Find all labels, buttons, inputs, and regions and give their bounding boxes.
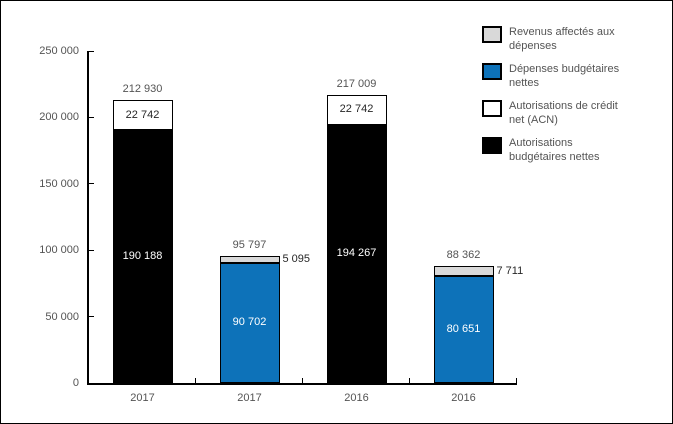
- y-axis-tick-label: 50 000: [45, 310, 79, 323]
- legend-swatch: [482, 63, 502, 80]
- y-axis-tick-label: 150 000: [39, 177, 79, 190]
- y-axis-tick: [89, 116, 94, 118]
- legend-label: Revenus affectés aux dépenses: [509, 26, 615, 52]
- bar-segment-label: 90 702: [232, 316, 267, 329]
- bar-segment: 22 742: [326, 94, 387, 125]
- legend-label: Autorisations budgétaires nettes: [509, 137, 600, 163]
- x-axis-tick: [302, 378, 303, 383]
- bar-segment: 190 188: [112, 130, 173, 383]
- legend-label: Autorisations de crédit net (ACN): [509, 100, 618, 126]
- y-axis-tick-label: 100 000: [39, 244, 79, 257]
- bar-segment-label: 190 188: [122, 250, 163, 263]
- bar-segment: 80 651: [433, 275, 494, 383]
- bar-segment: 22 742: [112, 100, 173, 131]
- bar-segment-label: 80 651: [446, 322, 481, 335]
- bar-segment: [433, 265, 494, 276]
- x-category-label: 2016: [344, 392, 369, 404]
- x-axis-tick: [516, 378, 517, 383]
- bar-total-label: 217 009: [336, 77, 377, 90]
- y-axis-tick: [89, 50, 94, 52]
- x-axis-tick: [409, 378, 410, 383]
- y-axis-tick-label: 200 000: [39, 111, 79, 124]
- legend-swatch: [482, 26, 502, 43]
- legend-label: Dépenses budgétaires nettes: [509, 63, 620, 89]
- bar-segment: [219, 255, 280, 263]
- x-axis-line: [87, 383, 517, 385]
- bar-total-label: 88 362: [446, 248, 481, 261]
- legend-swatch: [482, 100, 502, 117]
- y-axis-tick: [89, 249, 94, 251]
- y-axis-tick: [89, 183, 94, 185]
- y-axis-tick-label: 250 000: [39, 45, 79, 57]
- x-category-label: 2016: [451, 392, 476, 404]
- bar-segment-label: 194 267: [336, 247, 377, 260]
- legend-item: Autorisations de crédit net (ACN): [482, 99, 667, 129]
- bar-segment: 194 267: [326, 125, 387, 383]
- bar-segment-label: 22 742: [339, 103, 374, 116]
- y-axis-tick: [89, 316, 94, 318]
- legend-item: Autorisations budgétaires nettes: [482, 136, 667, 166]
- bar-segment-side-label: 5 095: [282, 253, 311, 266]
- y-axis-tick-label: 0: [72, 377, 79, 389]
- legend-item: Revenus affectés aux dépenses: [482, 25, 667, 55]
- bar-segment: 90 702: [219, 262, 280, 383]
- bar-total-label: 212 930: [122, 83, 163, 96]
- x-category-label: 2017: [130, 392, 155, 404]
- y-axis-line: [87, 51, 89, 385]
- legend-swatch: [482, 137, 502, 154]
- bar-segment-side-label: 7 711: [496, 264, 524, 277]
- bar-segment-label: 22 742: [125, 108, 160, 121]
- legend-item: Dépenses budgétaires nettes: [482, 62, 667, 92]
- x-category-label: 2017: [237, 392, 262, 404]
- x-axis-tick: [195, 378, 196, 383]
- bar-total-label: 95 797: [232, 238, 267, 251]
